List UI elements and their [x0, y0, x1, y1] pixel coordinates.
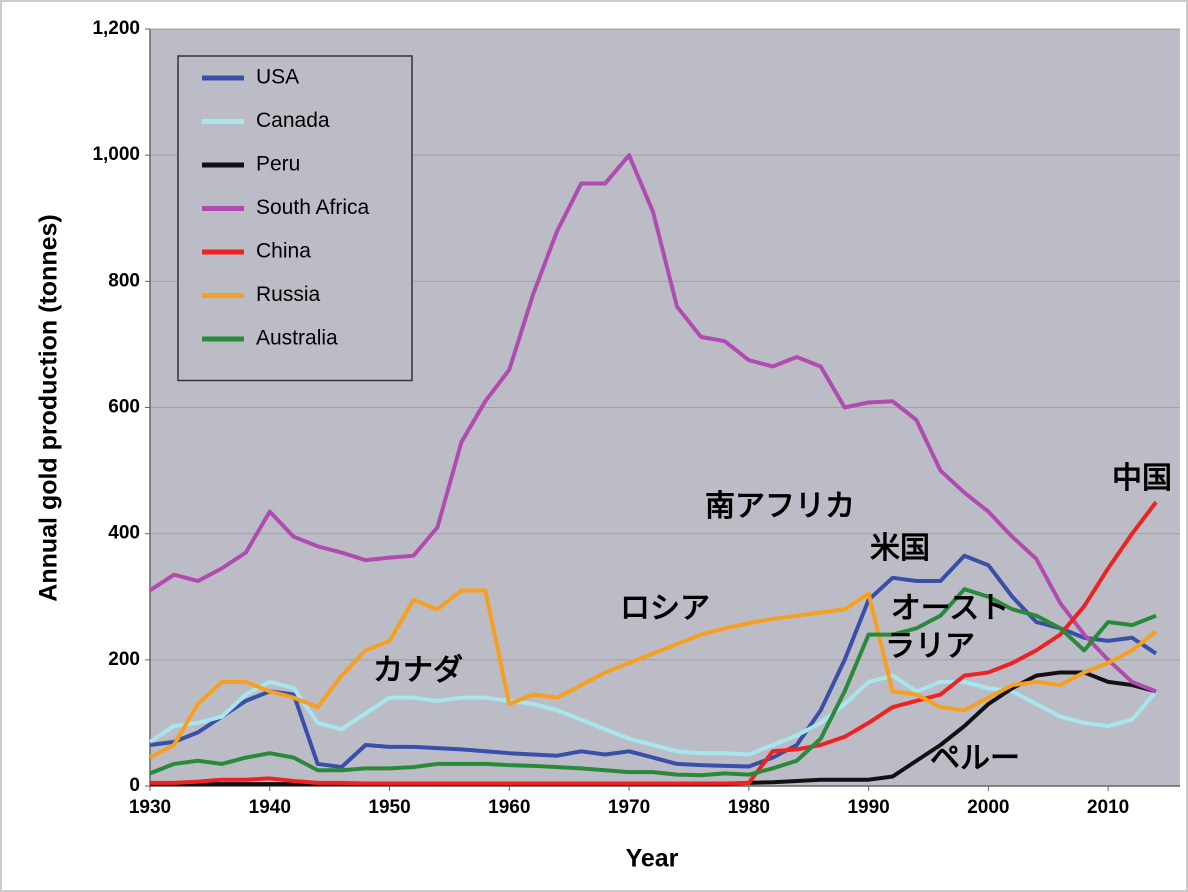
annotation: ペルー — [930, 742, 1020, 775]
series-line — [148, 673, 1158, 757]
y-tick-label: 400 — [108, 523, 140, 544]
annotation: カナダ — [373, 653, 463, 687]
series-line — [150, 500, 1158, 786]
y-tick-label: 800 — [108, 270, 140, 291]
legend-label: Russia — [256, 283, 321, 306]
series-line — [148, 153, 1157, 694]
x-tick-label: 1930 — [129, 797, 171, 818]
annotation: 中国 — [1112, 462, 1172, 495]
annotation: 南アフリカ — [705, 490, 855, 523]
x-tick-label: 1940 — [249, 797, 291, 818]
annotation: オースト — [891, 592, 1010, 625]
x-tick-label: 2010 — [1087, 797, 1129, 818]
x-tick-label: 1970 — [608, 797, 650, 818]
annotation: ラリア — [885, 630, 975, 663]
legend-box — [177, 55, 413, 382]
legend-label: Australia — [256, 327, 338, 350]
legend-label: South Africa — [256, 196, 370, 219]
y-tick-label: 600 — [108, 397, 140, 418]
x-tick-label: 1960 — [488, 797, 530, 818]
series-line — [149, 553, 1158, 770]
y-tick-label: 200 — [108, 649, 140, 670]
y-tick-label: 1,000 — [92, 144, 140, 165]
series-line — [149, 587, 1157, 778]
y-axis-label: Annual gold production (tonnes) — [35, 214, 63, 601]
legend-label: USA — [256, 66, 299, 89]
x-axis-label: Year — [626, 845, 679, 873]
series-line — [149, 588, 1158, 760]
y-tick-label: 0 — [129, 775, 140, 796]
x-tick-label: 1990 — [847, 797, 889, 818]
x-tick-label: 1950 — [368, 797, 410, 818]
annotation: 米国 — [870, 532, 930, 565]
legend-label: China — [256, 240, 311, 263]
annotation: ロシア — [620, 592, 710, 625]
x-tick-label: 1980 — [728, 797, 770, 818]
y-tick-label: 1,200 — [92, 18, 140, 39]
legend-label: Peru — [256, 153, 300, 176]
x-tick-label: 2000 — [967, 797, 1009, 818]
legend-label: Canada — [256, 109, 330, 132]
